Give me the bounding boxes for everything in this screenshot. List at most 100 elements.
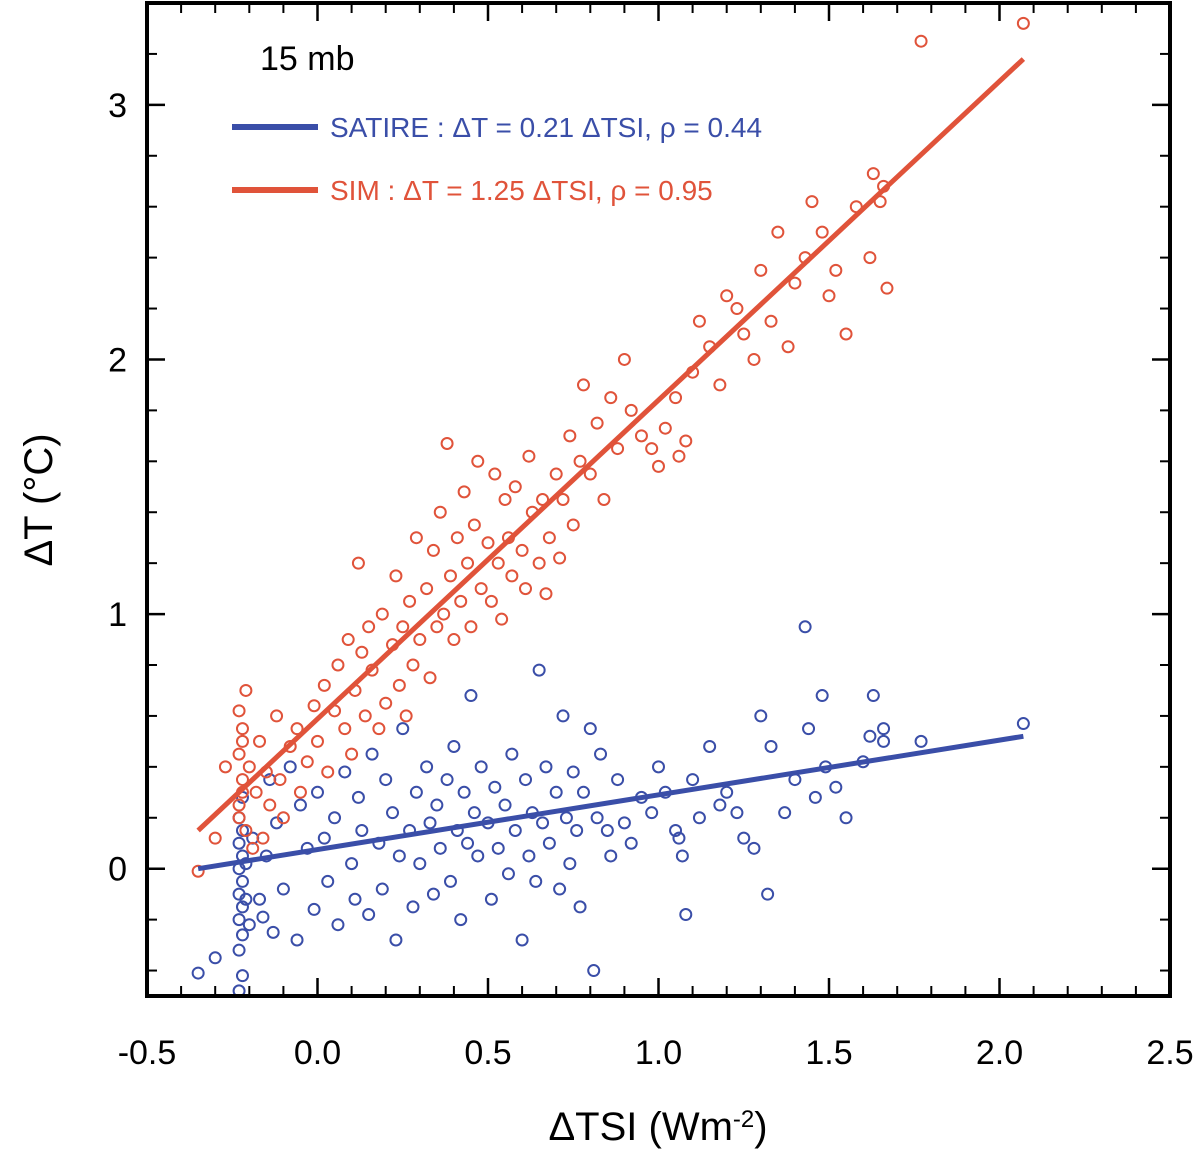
sim-point xyxy=(338,722,352,736)
satire-point xyxy=(235,900,249,914)
satire-point xyxy=(375,882,389,896)
satire-point xyxy=(515,933,529,947)
sim-point xyxy=(341,633,355,647)
satire-point xyxy=(576,785,590,799)
satire-point xyxy=(573,900,587,914)
sim-point xyxy=(253,734,267,748)
sim-point xyxy=(754,263,768,277)
sim-point xyxy=(403,594,417,608)
y-tick-label: 2 xyxy=(108,341,127,379)
satire-point xyxy=(498,798,512,812)
x-tick-label: -0.5 xyxy=(118,1034,177,1072)
satire-point xyxy=(730,806,744,820)
sim-point xyxy=(467,518,481,532)
satire-point xyxy=(317,831,331,845)
satire-point xyxy=(829,780,843,794)
satire-point xyxy=(764,739,778,753)
satire-point xyxy=(365,747,379,761)
sim-point xyxy=(317,678,331,692)
satire-point xyxy=(461,836,475,850)
sim-point xyxy=(781,340,795,354)
satire-point xyxy=(761,887,775,901)
sim-point xyxy=(232,747,246,761)
sim-point xyxy=(474,582,488,596)
satire-point xyxy=(686,773,700,787)
satire-point xyxy=(256,910,270,924)
satire-point xyxy=(396,722,410,736)
x-tick-label: 2.5 xyxy=(1146,1034,1193,1072)
sim-point xyxy=(866,167,880,181)
satire-point xyxy=(808,790,822,804)
sim-point xyxy=(396,620,410,634)
satire-point xyxy=(617,816,631,830)
x-axis-label-sup: -2 xyxy=(733,1106,754,1133)
satire-point xyxy=(235,874,249,888)
satire-point xyxy=(311,785,324,799)
satire-point xyxy=(351,790,365,804)
satire-point xyxy=(669,824,683,837)
satire-point xyxy=(737,831,751,845)
sim-point xyxy=(293,785,307,799)
satire-point xyxy=(321,874,335,888)
satire-point xyxy=(542,836,556,850)
satire-point xyxy=(409,785,423,799)
satire-point xyxy=(208,951,222,965)
sim-point xyxy=(672,449,686,463)
satire-point xyxy=(253,892,267,906)
x-axis-label-end: ) xyxy=(754,1105,767,1149)
satire-point xyxy=(611,773,625,787)
satire-point xyxy=(570,824,584,837)
satire-point xyxy=(652,760,665,774)
sim-point xyxy=(450,531,464,545)
sim-point xyxy=(358,709,372,723)
satire-point xyxy=(508,824,522,837)
sim-point xyxy=(829,263,843,277)
sim-point xyxy=(737,327,751,341)
sim-point xyxy=(392,678,406,692)
y-tick-label: 1 xyxy=(108,596,127,634)
satire-point xyxy=(447,739,461,753)
satire-point xyxy=(293,798,307,812)
sim-point xyxy=(532,556,546,570)
satire-point xyxy=(379,773,393,787)
satire-point xyxy=(720,785,734,799)
sim-point xyxy=(634,429,648,443)
satire-point xyxy=(549,785,563,799)
satire-point xyxy=(276,882,290,896)
satire-point xyxy=(362,908,376,922)
x-axis-label-main: ΔTSI (Wm xyxy=(548,1105,732,1149)
sim-point xyxy=(553,551,567,565)
y-axis-label: ΔT (°C) xyxy=(17,433,61,566)
satire-point xyxy=(420,760,434,774)
sim-point xyxy=(730,302,744,316)
sim-point xyxy=(771,225,785,239)
sim-point xyxy=(880,281,894,295)
sim-point xyxy=(464,620,478,634)
satire-point xyxy=(443,874,457,888)
panel-label: 15 mb xyxy=(260,40,355,78)
sim-point xyxy=(590,416,604,430)
satire-point xyxy=(877,722,891,736)
satire-point xyxy=(703,739,717,753)
satire-point xyxy=(778,806,792,820)
satire-point xyxy=(430,798,444,812)
sim-point xyxy=(372,722,386,736)
sim-point xyxy=(273,773,287,787)
tick-labels: -0.5 0.0 0.5 1.0 1.5 2.0 2.5 0 1 2 3 xyxy=(108,87,1194,1072)
satire-point xyxy=(798,620,812,634)
sim-point xyxy=(515,543,529,557)
satire-point xyxy=(624,836,638,850)
satire-point xyxy=(863,729,877,743)
satire-point xyxy=(191,966,205,980)
sim-point xyxy=(321,765,335,779)
satire-point xyxy=(423,816,437,830)
sim-point xyxy=(235,734,249,748)
sim-point xyxy=(522,449,536,463)
sim-point xyxy=(549,467,563,481)
sim-point xyxy=(839,327,853,341)
sim-point xyxy=(413,633,427,647)
satire-point xyxy=(457,785,471,799)
sim-point xyxy=(652,459,665,473)
plot-frame xyxy=(145,1,1172,998)
sim-point xyxy=(242,760,256,774)
